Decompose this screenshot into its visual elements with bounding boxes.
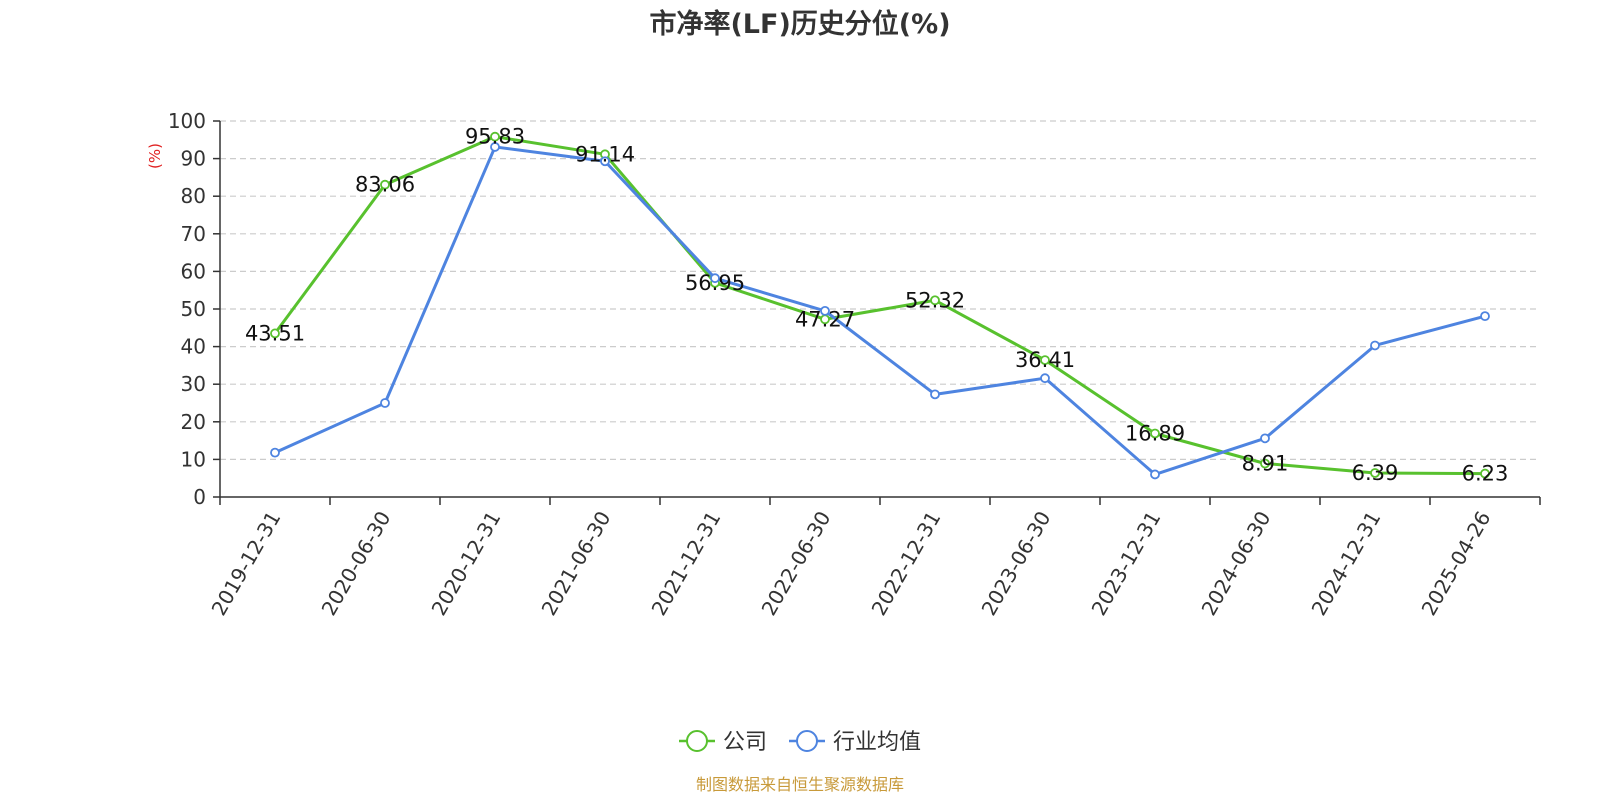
data-point-1 <box>1260 433 1270 444</box>
data-point-0 <box>1370 468 1380 478</box>
chart-title: 市净率(LF)历史分位(%) <box>649 8 950 40</box>
x-tick-label: 2022-12-31 <box>866 507 945 620</box>
data-point-0 <box>270 328 280 339</box>
y-tick-label: 0 <box>193 485 206 509</box>
x-tick-label: 2019-12-31 <box>206 507 285 620</box>
y-tick-label: 60 <box>181 259 206 283</box>
data-label: 47.27 <box>795 307 855 331</box>
y-tick-label: 50 <box>181 297 206 321</box>
y-tick-label: 20 <box>181 410 206 434</box>
data-label: 91.14 <box>575 142 635 166</box>
data-labels: 43.51 83.06 95.83 91.14 56.95 47.27 52.32 36.41… <box>245 125 1508 486</box>
y-tick-label: 10 <box>181 447 206 471</box>
data-point-0 <box>1260 458 1270 469</box>
data-label: 56.95 <box>685 271 745 295</box>
series-line-1 <box>274 145 1486 476</box>
data-point-1 <box>490 142 500 152</box>
x-tick-label: 2024-12-31 <box>1306 507 1385 620</box>
data-label: 6.23 <box>1462 462 1509 486</box>
data-point-0 <box>490 131 500 142</box>
data-point-1 <box>1040 373 1050 384</box>
data-label: 95.83 <box>465 125 525 149</box>
y-axis-unit-label: (%) <box>146 143 164 169</box>
x-tick-label: 2023-12-31 <box>1086 507 1165 620</box>
y-tick-label: 30 <box>181 372 206 396</box>
data-point-1 <box>930 389 940 400</box>
data-point-1 <box>1150 469 1160 480</box>
x-tick-label: 2021-12-31 <box>646 507 725 620</box>
y-tick-label: 100 <box>168 109 206 133</box>
y-tick-label: 90 <box>181 147 206 171</box>
data-point-0 <box>930 295 940 306</box>
legend[interactable]: 公司 行业均值 <box>679 730 921 755</box>
legend-marker-icon <box>686 730 708 752</box>
x-tick-label: 2020-06-30 <box>316 507 395 620</box>
x-tick-label: 2025-04-26 <box>1416 507 1495 620</box>
data-source-note: 制图数据来自恒生聚源数据库 <box>696 775 904 794</box>
data-point-1 <box>820 305 830 316</box>
data-point-0 <box>1040 355 1050 365</box>
legend-marker-icon <box>796 730 818 752</box>
series-lines <box>270 131 1490 480</box>
data-point-0 <box>1480 468 1490 479</box>
legend-item-0[interactable]: 公司 <box>723 730 767 755</box>
x-tick-label: 2021-06-30 <box>536 507 615 620</box>
data-label: 16.89 <box>1125 421 1185 445</box>
y-tick-label: 80 <box>181 184 206 208</box>
data-point-0 <box>1150 428 1160 439</box>
x-tick-label: 2024-06-30 <box>1196 507 1275 620</box>
y-tick-label: 40 <box>181 335 206 359</box>
x-tick-label: 2023-06-30 <box>976 507 1055 620</box>
data-point-1 <box>600 156 610 167</box>
data-label: 52.32 <box>905 288 965 312</box>
data-point-1 <box>380 398 390 408</box>
data-label: 36.41 <box>1015 348 1075 372</box>
data-point-1 <box>710 273 720 284</box>
data-point-1 <box>1370 340 1380 351</box>
series-line-0 <box>273 135 1486 476</box>
data-label: 6.39 <box>1352 461 1399 485</box>
data-point-1 <box>270 447 280 458</box>
y-tick-label: 70 <box>181 222 206 246</box>
data-label: 83.06 <box>355 173 415 197</box>
data-point-0 <box>380 179 390 190</box>
data-point-1 <box>1480 311 1490 322</box>
legend-item-1[interactable]: 行业均值 <box>833 730 921 755</box>
data-label: 43.51 <box>245 321 305 345</box>
x-tick-label: 2020-12-31 <box>426 507 505 620</box>
x-tick-label: 2022-06-30 <box>756 507 835 620</box>
data-label: 8.91 <box>1242 451 1289 475</box>
